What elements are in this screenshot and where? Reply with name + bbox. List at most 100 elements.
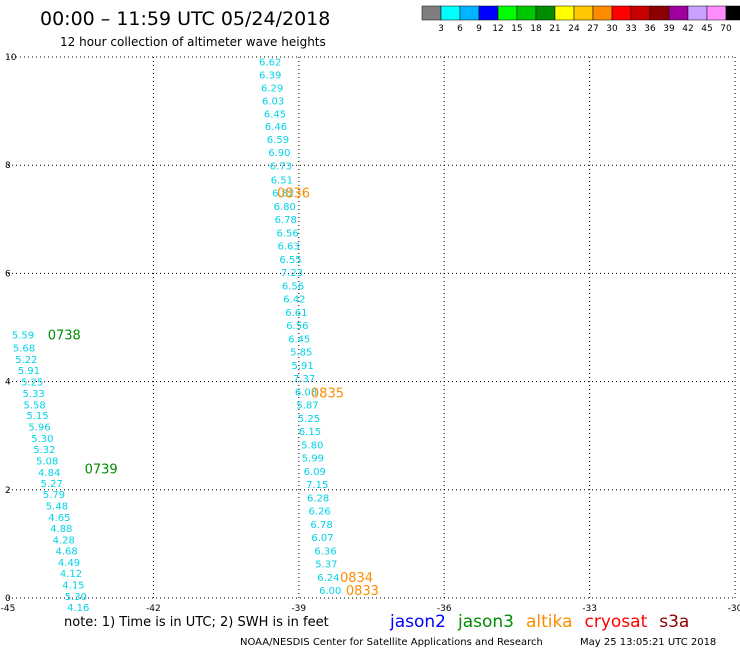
y-tick-label: 0 [5,594,11,604]
wave-height-value: 5.27 [40,479,62,490]
wave-height-value: 6.56 [277,228,299,239]
plot-grid [8,56,736,598]
wave-height-value: 4.12 [60,569,82,580]
y-tick-label: 6 [5,269,11,279]
colorbar-swatch [687,5,708,21]
colorbar-swatch [440,5,461,21]
x-tick-label: -36 [437,604,452,614]
colorbar-swatch [611,5,632,21]
wave-height-value: 6.45 [264,109,286,120]
colorbar-swatch [554,5,575,21]
x-tick-label: -30 [728,604,740,614]
colorbar-swatch [516,5,537,21]
pass-time-label: 0836 [277,186,310,201]
wave-height-value: 6.24 [317,573,339,584]
x-tick-label: -42 [146,604,161,614]
wave-height-value: 6.07 [311,533,333,544]
wave-height-value: 6.78 [275,215,297,226]
wave-height-value: 4.49 [58,558,80,569]
wave-height-value: 6.45 [288,334,310,345]
x-tick-label: -45 [1,604,16,614]
wave-height-value: 6.00 [319,586,341,597]
wave-height-value: 4.15 [62,580,84,591]
colorbar-tick-label: 70 [720,24,732,34]
pass-time-label: 0833 [346,584,379,599]
wave-height-value: 6.82 [272,188,294,199]
wave-height-value: 6.03 [262,96,284,107]
colorbar-swatch [421,5,442,21]
wave-height-value: 6.51 [271,175,293,186]
colorbar-swatch [459,5,480,21]
colorbar-tick-label: 3 [438,24,444,34]
colorbar-swatch [478,5,499,21]
wave-height-value: 5.91 [292,361,314,372]
wave-height-value: 4.28 [53,536,75,547]
colorbar-tick-label: 27 [587,24,598,34]
wave-height-value: 6.42 [283,294,305,305]
colorbar-tick-label: 30 [606,24,618,34]
wave-height-value: 5.37 [315,559,337,570]
wave-height-value: 6.73 [270,162,292,173]
colorbar-tick-label: 9 [476,24,482,34]
wave-height-value: 6.90 [268,148,290,159]
y-tick-label: 4 [5,378,11,388]
wave-height-value: 7.23 [281,268,303,279]
y-tick-label: 10 [5,53,17,63]
x-tick-label: -33 [582,604,597,614]
pass-time-label: 0835 [311,386,344,401]
y-tick-label: 8 [5,161,11,171]
wave-height-value: 6.61 [285,308,307,319]
satellite-legend-item: jason3 [457,612,514,632]
x-tick-label: -39 [291,604,306,614]
wave-height-value: 6.15 [299,427,321,438]
wave-height-value: 6.08 [295,387,317,398]
wave-height-value: 6.55 [279,255,301,266]
wave-height-value: 6.46 [265,122,287,133]
colorbar-tick-label: 42 [682,24,693,34]
wave-height-value: 6.78 [310,520,332,531]
footer-timestamp: May 25 13:05:21 UTC 2018 [580,637,716,648]
wave-height-value: 5.48 [46,501,68,512]
colorbar-tick-label: 24 [568,24,580,34]
wave-height-value: 4.88 [50,524,72,535]
colorbar-swatch [725,5,740,21]
y-tick-label: 2 [5,486,11,496]
wave-height-value: 5.59 [12,331,34,342]
wave-height-value: 6.80 [274,202,296,213]
colorbar-tick-label: 12 [492,24,503,34]
wave-height-value: 6.26 [308,506,330,517]
wave-height-value: 5.80 [301,440,323,451]
wave-height-value: 5.08 [36,457,58,468]
wave-height-value: 6.59 [267,135,289,146]
colorbar-tick-label: 45 [701,24,712,34]
wave-height-value: 5.15 [26,411,48,422]
pass-time-label: 0834 [340,571,373,586]
colorbar-swatch [535,5,556,21]
legend-note: note: 1) Time is in UTC; 2) SWH is in fe… [64,615,329,630]
colorbar-tick-label: 18 [530,24,542,34]
wave-height-value: 5.25 [21,378,43,389]
wave-height-value: 6.56 [282,281,304,292]
colorbar-tick-label: 33 [625,24,636,34]
satellite-legend-item: jason2 [389,612,446,632]
wave-height-value: 5.96 [28,423,50,434]
wave-height-value: 5.30 [31,434,53,445]
satellite-legend-item: cryosat [585,612,648,632]
colorbar-tick-label: 36 [644,24,656,34]
wave-height-value: 5.58 [24,400,46,411]
wave-height-value: 5.30 [65,592,87,603]
colorbar-tick-label: 15 [511,24,522,34]
colorbar-tick-label: 21 [549,24,560,34]
colorbar-swatch [497,5,518,21]
plot-axes: -45 -42 -39 -36 -33 -30 0 2 4 6 8 10 [1,53,740,614]
wave-height-value: 4.16 [67,603,89,614]
footer-credit: NOAA/NESDIS Center for Satellite Applica… [240,637,543,648]
wave-height-value: 6.39 [259,70,281,81]
colorbar-swatch [592,5,613,21]
wave-height-value: 6.09 [304,467,326,478]
wave-height-value: 6.62 [259,57,281,68]
colorbar-swatch [630,5,651,21]
wave-height-value: 5.33 [23,389,45,400]
